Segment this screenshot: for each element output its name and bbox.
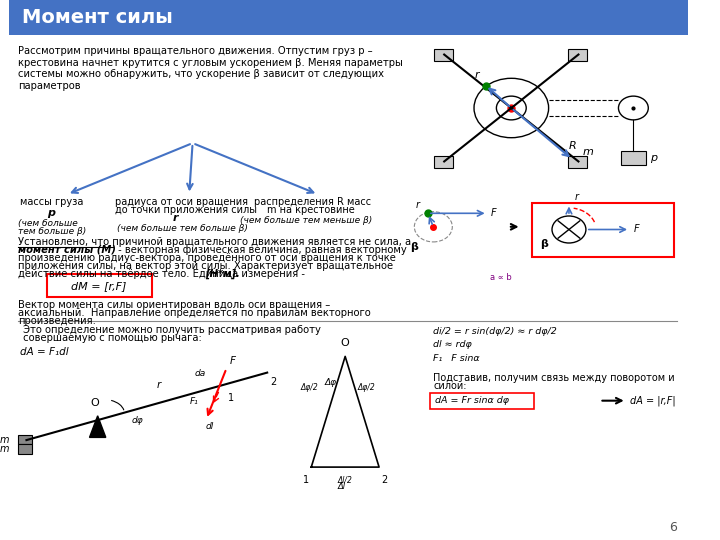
Text: 1: 1 bbox=[228, 393, 234, 403]
Polygon shape bbox=[89, 416, 106, 437]
Text: тем больше β): тем больше β) bbox=[17, 227, 86, 236]
Text: m: m bbox=[0, 435, 9, 445]
Text: m: m bbox=[582, 146, 593, 157]
Text: (чем больше: (чем больше bbox=[17, 219, 77, 228]
Text: Это определение можно получить рассматривая работу: Это определение можно получить рассматри… bbox=[19, 325, 320, 335]
Text: - векторная физическая величина, равная векторному: - векторная физическая величина, равная … bbox=[114, 245, 406, 255]
Text: m: m bbox=[0, 444, 9, 454]
Text: dA = |r,F|: dA = |r,F| bbox=[630, 395, 675, 406]
Text: 6: 6 bbox=[670, 521, 678, 534]
Text: Рассмотрим причины вращательного движения. Отпустим груз p –
крестовина начнет к: Рассмотрим причины вращательного движени… bbox=[17, 46, 402, 91]
Text: Δφ: Δφ bbox=[324, 378, 336, 387]
Text: (чем больше тем больше β): (чем больше тем больше β) bbox=[117, 224, 248, 233]
Text: совершаемую с помощью рычага:: совершаемую с помощью рычага: bbox=[19, 333, 202, 343]
Text: Δl: Δl bbox=[338, 482, 346, 491]
Text: радиуса от оси вращения: радиуса от оси вращения bbox=[114, 197, 248, 207]
Text: Δφ/2: Δφ/2 bbox=[300, 383, 318, 393]
Text: распределения R масс: распределения R масс bbox=[253, 197, 371, 207]
Text: p: p bbox=[47, 208, 55, 218]
Text: r: r bbox=[172, 213, 178, 224]
Text: p: p bbox=[650, 153, 657, 163]
Text: Δφ/2: Δφ/2 bbox=[357, 383, 375, 393]
Text: [H*м].: [H*м]. bbox=[204, 269, 240, 279]
Text: Момент силы: Момент силы bbox=[22, 8, 173, 28]
Text: da: da bbox=[195, 369, 206, 378]
Text: r: r bbox=[415, 199, 420, 210]
Text: до точки приложения силы: до точки приложения силы bbox=[114, 205, 256, 215]
Text: r: r bbox=[474, 70, 479, 80]
Text: a ∝ b: a ∝ b bbox=[490, 273, 512, 282]
Text: произведения.: произведения. bbox=[17, 316, 96, 326]
Text: 1: 1 bbox=[303, 475, 309, 485]
Text: Подставив, получим связь между поворотом и: Подставив, получим связь между поворотом… bbox=[433, 373, 675, 383]
Text: (чем больше тем меньше β): (чем больше тем меньше β) bbox=[240, 216, 372, 225]
Text: Установлено, что причиной вращательного движения является не сила, а: Установлено, что причиной вращательного … bbox=[17, 237, 411, 247]
FancyBboxPatch shape bbox=[9, 0, 688, 35]
Text: Вектор момента силы ориентирован вдоль оси вращения –: Вектор момента силы ориентирован вдоль о… bbox=[17, 300, 330, 310]
FancyBboxPatch shape bbox=[47, 274, 152, 297]
Text: r: r bbox=[156, 380, 161, 390]
FancyBboxPatch shape bbox=[531, 202, 674, 256]
Text: момент силы (M): момент силы (M) bbox=[17, 245, 116, 255]
Text: приложения силы, на вектор этой силы. Характеризует вращательное: приложения силы, на вектор этой силы. Ха… bbox=[17, 261, 393, 271]
Text: β: β bbox=[410, 242, 418, 252]
Text: F₁   F sinα: F₁ F sinα bbox=[433, 354, 480, 363]
Text: O: O bbox=[341, 338, 349, 348]
Text: dl ≈ rdφ: dl ≈ rdφ bbox=[433, 340, 472, 349]
Bar bbox=[434, 49, 453, 61]
Bar bbox=[568, 156, 588, 168]
Text: F: F bbox=[634, 225, 639, 234]
Bar bbox=[434, 156, 453, 168]
Text: F: F bbox=[491, 208, 497, 218]
Text: dφ: dφ bbox=[132, 416, 143, 424]
Text: F₁: F₁ bbox=[189, 397, 198, 406]
Text: массы груза: массы груза bbox=[19, 197, 83, 207]
Text: F: F bbox=[230, 355, 236, 366]
FancyBboxPatch shape bbox=[430, 393, 534, 409]
Text: dA = F₁dl: dA = F₁dl bbox=[19, 347, 68, 357]
Text: R: R bbox=[569, 141, 577, 151]
Text: O: O bbox=[90, 397, 99, 408]
Bar bbox=[18, 444, 32, 454]
Text: аксиальный.  Направление определяется по правилам векторного: аксиальный. Направление определяется по … bbox=[17, 308, 370, 318]
Text: dM = [r,F]: dM = [r,F] bbox=[71, 281, 127, 291]
Text: 2: 2 bbox=[271, 377, 276, 387]
Text: действие силы на твёрдое тело. Единица измерения -: действие силы на твёрдое тело. Единица и… bbox=[17, 269, 307, 279]
Text: силой:: силой: bbox=[433, 381, 467, 391]
Text: произведению радиус-вектора, проведённого от оси вращения к точке: произведению радиус-вектора, проведённог… bbox=[17, 253, 395, 263]
Text: r: r bbox=[575, 192, 578, 202]
Text: 2: 2 bbox=[382, 475, 387, 485]
Text: dA = Fr sinα dφ: dA = Fr sinα dφ bbox=[435, 396, 509, 405]
Bar bbox=[621, 151, 646, 165]
Bar bbox=[18, 435, 32, 444]
Text: Δl/2: Δl/2 bbox=[338, 475, 353, 484]
Bar bbox=[568, 49, 588, 61]
Text: dl: dl bbox=[205, 422, 214, 431]
Text: di/2 = r sin(dφ/2) ≈ r dφ/2: di/2 = r sin(dφ/2) ≈ r dφ/2 bbox=[433, 327, 557, 336]
Text: m на крестовине: m на крестовине bbox=[267, 205, 355, 215]
Text: β: β bbox=[541, 239, 549, 249]
